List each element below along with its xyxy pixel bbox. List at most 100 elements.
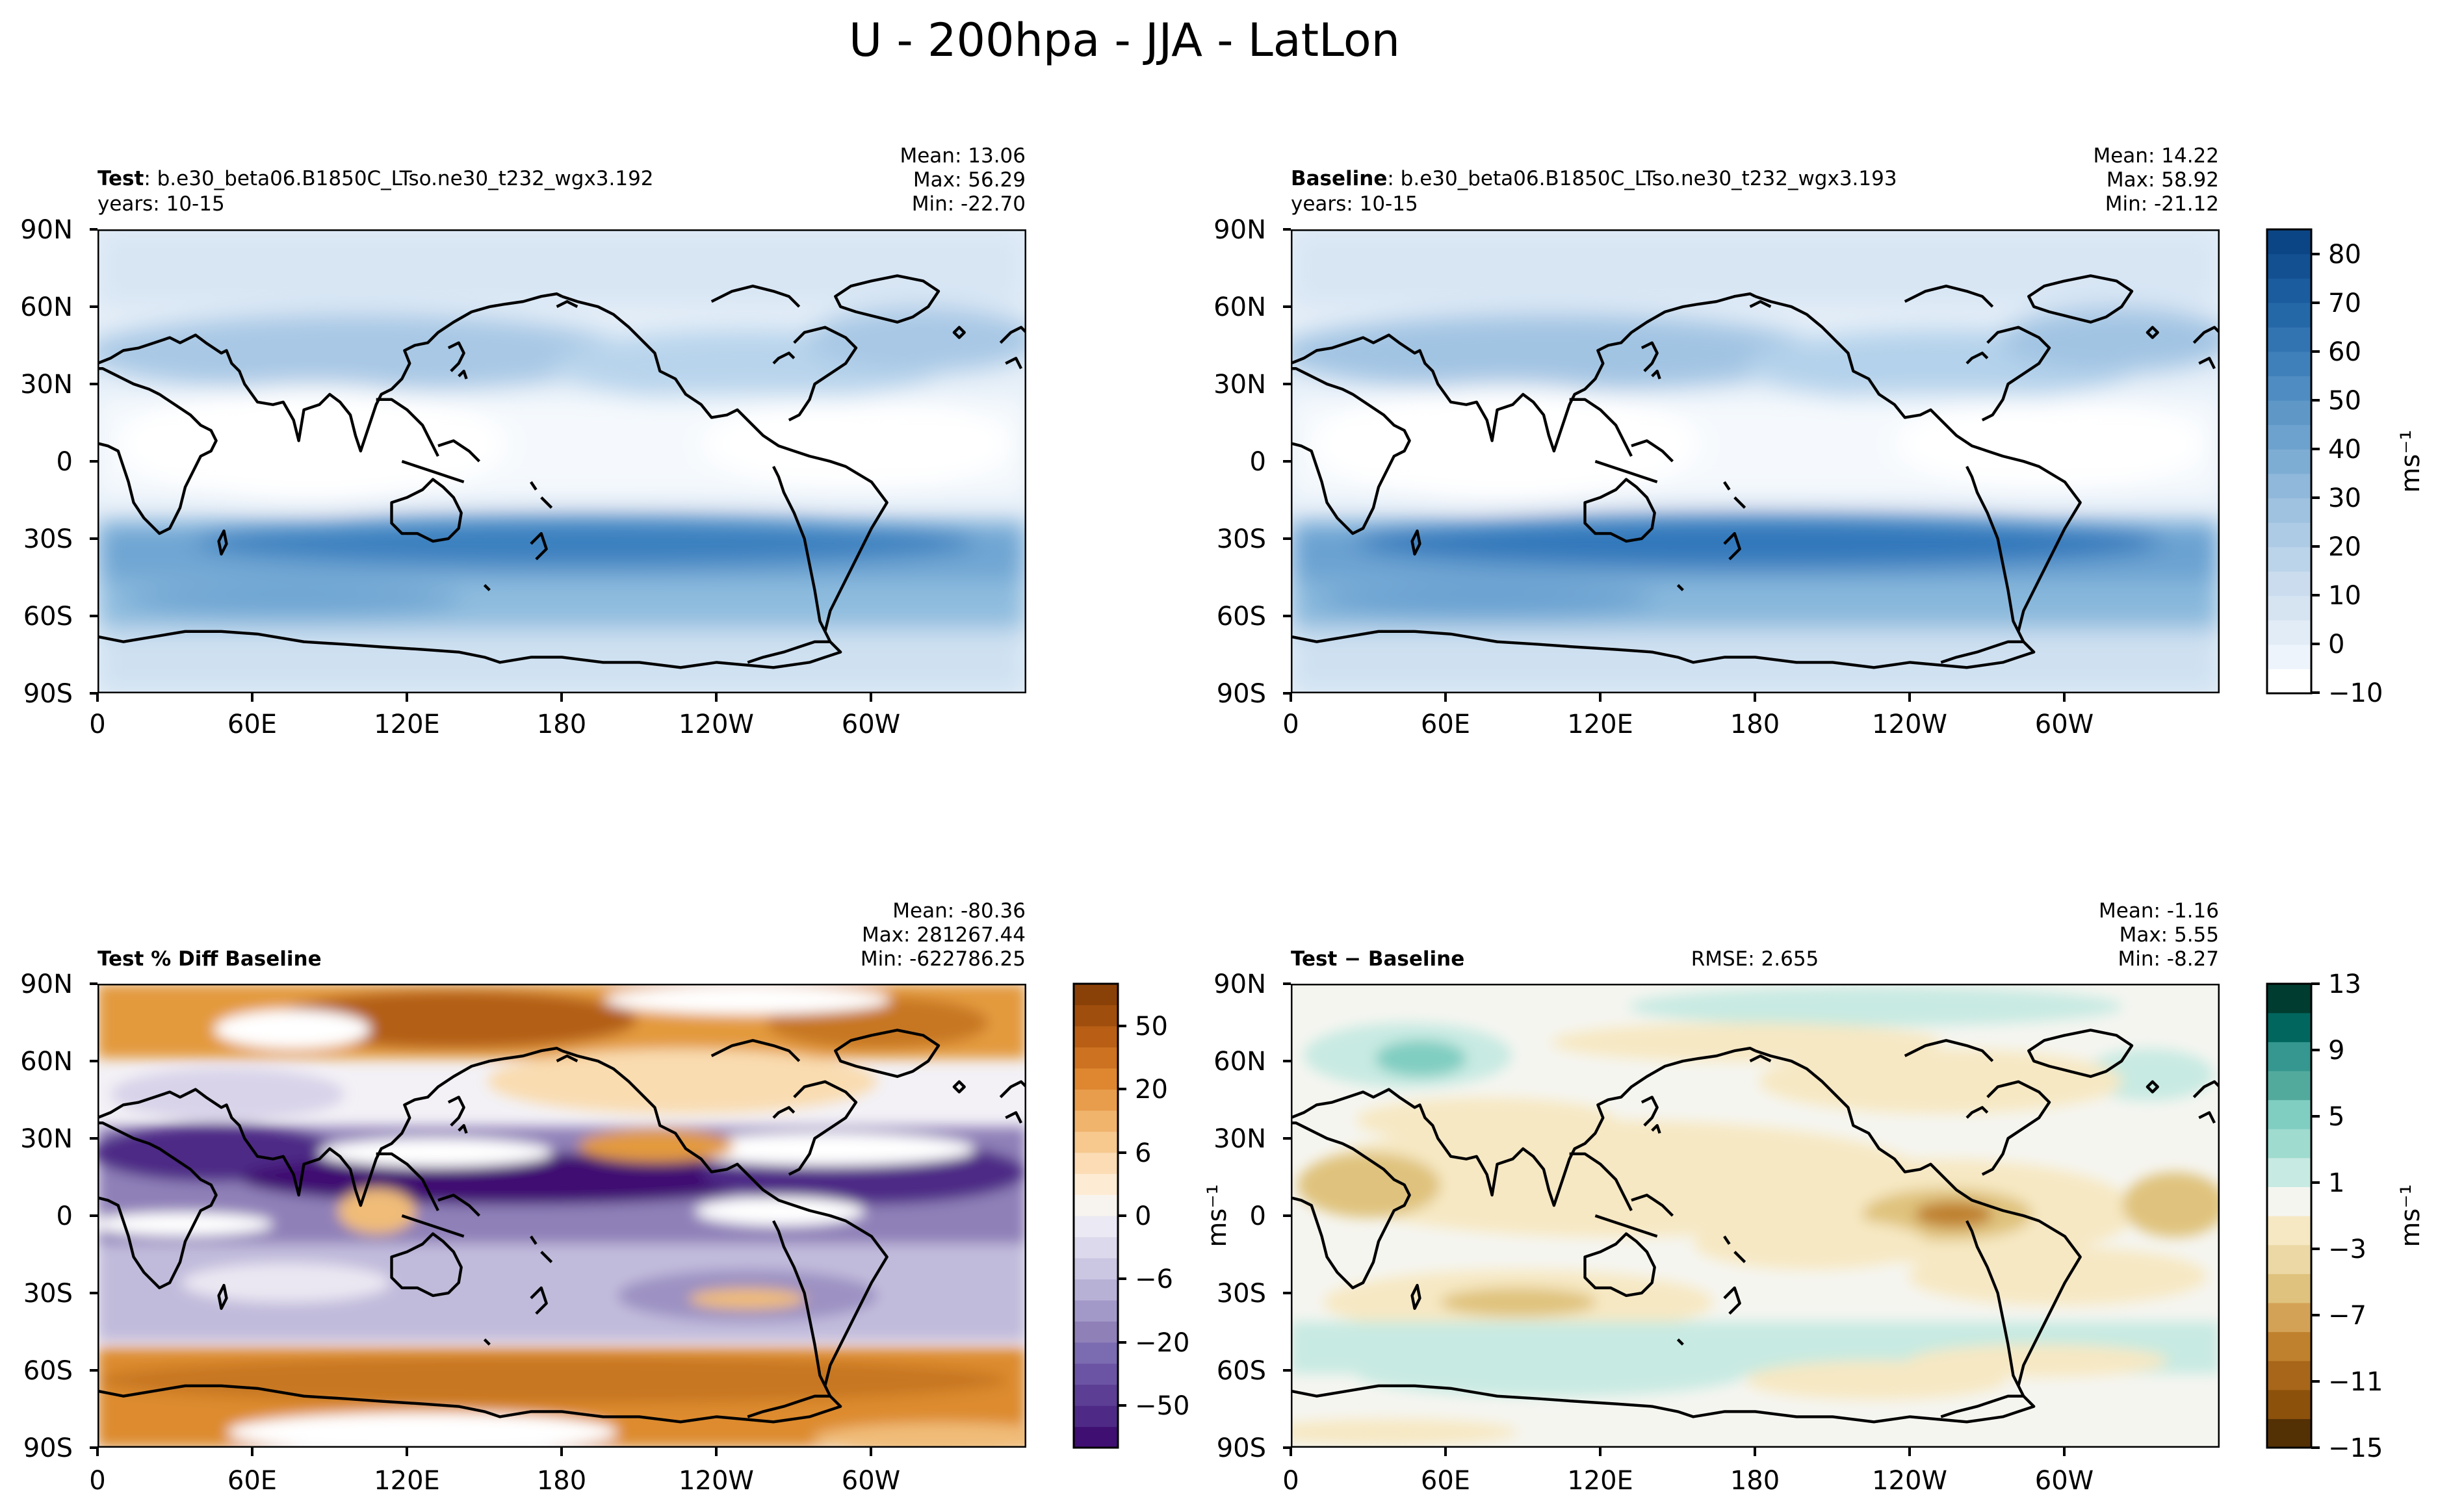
panel-test-lat-axis: 90N 60N 30N 0 30S 60S 90S [20,215,73,709]
colorbar-field-band [2267,278,2311,303]
colorbar-diff-band [2267,1157,2311,1187]
svg-text:60E: 60E [1421,1466,1470,1496]
colorbar-field-band [2267,351,2311,377]
colorbar-pct-band [1074,1068,1118,1090]
svg-text:60N: 60N [20,292,73,322]
svg-text:60W: 60W [842,1466,900,1496]
svg-text:−15: −15 [2328,1433,2383,1463]
colorbar-diff-band [2267,1331,2311,1361]
colorbar-pct-band [1074,1363,1118,1385]
panel-pct-diff-lat-axis: 90N 60N 30N 0 30S 60S 90S [20,969,73,1463]
svg-text:30S: 30S [23,524,73,554]
colorbar-diff-band [2267,1418,2311,1448]
panel-diff-rmse: RMSE: 2.655 [1691,947,1819,971]
colorbar-field-band [2267,229,2311,255]
svg-text:60S: 60S [23,602,73,632]
panel-test-map [97,229,1026,693]
colorbar-field-band [2267,522,2311,548]
svg-text:90S: 90S [23,679,73,709]
svg-text:0: 0 [1250,1201,1266,1231]
svg-text:70: 70 [2328,288,2361,318]
svg-text:90N: 90N [20,215,73,245]
colorbar-pct-band [1074,1426,1118,1448]
svg-text:−10: −10 [2328,678,2383,708]
svg-text:120E: 120E [1567,710,1633,739]
panel-baseline-lat-axis: 90N 60N 30N 0 30S 60S 90S [1213,215,1266,709]
colorbar-pct-band [1074,1216,1118,1238]
svg-text:−20: −20 [1135,1328,1189,1358]
svg-text:−7: −7 [2328,1301,2367,1331]
panel-test: Test: b.e30_beta06.B1850C_LTso.ne30_t232… [20,144,1026,739]
svg-text:60W: 60W [2035,710,2094,739]
colorbar-pct-band [1074,984,1118,1006]
svg-text:0: 0 [1250,447,1266,477]
svg-text:0: 0 [1282,1466,1299,1496]
colorbar-pct-band [1074,1405,1118,1428]
colorbar-pct-band [1074,1342,1118,1364]
svg-text:180: 180 [1730,710,1780,739]
svg-text:30S: 30S [23,1279,73,1309]
svg-text:9: 9 [2328,1036,2344,1066]
svg-text:30N: 30N [20,370,73,400]
svg-text:60S: 60S [1217,602,1266,632]
panel-diff: Test − Baseline RMSE: 2.655 Mean: -1.16 … [1213,899,2220,1496]
colorbar-diff-band [2267,1070,2311,1101]
svg-text:180: 180 [537,1466,586,1496]
colorbar-pct-band [1074,1131,1118,1153]
svg-text:60S: 60S [1217,1356,1266,1386]
panel-baseline-title: Baseline: b.e30_beta06.B1850C_LTso.ne30_… [1291,167,1897,190]
svg-text:13: 13 [2328,969,2361,999]
svg-text:120W: 120W [679,1466,754,1496]
svg-text:50: 50 [2328,386,2361,416]
colorbar-field-band [2267,253,2311,279]
svg-text:60: 60 [2328,337,2361,367]
svg-text:30S: 30S [1217,1279,1266,1309]
svg-text:180: 180 [537,710,586,739]
svg-text:60W: 60W [842,710,900,739]
svg-text:20: 20 [2328,532,2361,562]
colorbar-diff-band [2267,1129,2311,1159]
colorbar-diff-band [2267,1099,2311,1129]
colorbar-field-band [2267,400,2311,426]
svg-text:1: 1 [2328,1168,2344,1198]
svg-text:−50: −50 [1135,1391,1189,1421]
svg-text:60E: 60E [1421,710,1470,739]
colorbar-pct-ticks: 50 20 6 0 −6 −20 −50 [1135,1012,1189,1421]
panel-test-title: Test: b.e30_beta06.B1850C_LTso.ne30_t232… [97,167,654,190]
svg-text:120E: 120E [374,1466,440,1496]
panel-baseline-min: Min: -21.12 [2105,192,2219,216]
panel-diff-mean: Mean: -1.16 [2099,899,2219,923]
colorbar-field-band [2267,327,2311,352]
colorbar-diff-unit: ms⁻¹ [2396,1185,2426,1248]
colorbar-pct-band [1074,1237,1118,1259]
colorbar-diff-band [2267,1244,2311,1274]
svg-text:20: 20 [1135,1075,1168,1105]
colorbar-pct-band [1074,1257,1118,1279]
svg-text:50: 50 [1135,1012,1168,1042]
panel-baseline-lon-axis: 0 60E 120E 180 120W 60W [1282,710,2094,739]
panel-test-lon-axis: 0 60E 120E 180 120W 60W [89,710,900,739]
svg-text:120W: 120W [1872,710,1947,739]
colorbar-pct-band [1074,1194,1118,1216]
svg-text:5: 5 [2328,1102,2344,1132]
svg-text:0: 0 [1282,710,1299,739]
svg-text:40: 40 [2328,435,2361,465]
panel-pct-diff-max: Max: 281267.44 [862,923,1026,947]
colorbar-field-unit: ms⁻¹ [2396,430,2426,493]
svg-text:10: 10 [2328,581,2361,611]
panel-diff-lon-axis: 0 60E 120E 180 120W 60W [1282,1466,2094,1496]
colorbar-pct-band [1074,1384,1118,1406]
colorbar-diff-band [2267,984,2311,1014]
svg-text:90S: 90S [23,1433,73,1463]
colorbar-field-band [2267,424,2311,450]
panel-baseline-map [1291,229,2220,693]
colorbar-pct-unit: ms⁻¹ [1202,1185,1232,1248]
colorbar-diff-ticks: 13 9 5 1 −3 −7 −11 −15 [2328,969,2383,1463]
colorbar-diff-band [2267,1302,2311,1333]
colorbar-pct-band [1074,1173,1118,1196]
panel-diff-max: Max: 5.55 [2120,923,2219,947]
panel-diff-map [1291,984,2220,1448]
colorbar-field-band [2267,376,2311,401]
panel-baseline-mean: Mean: 14.22 [2093,144,2219,168]
svg-text:−11: −11 [2328,1367,2383,1397]
